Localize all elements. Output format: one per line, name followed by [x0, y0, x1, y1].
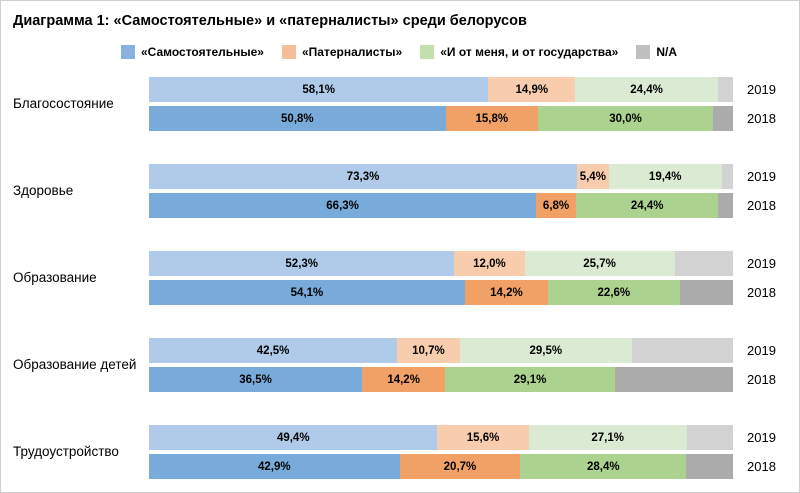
chart-title: Диаграмма 1: «Самостоятельные» и «патерн… [13, 13, 527, 29]
segment-both: 30,0% [537, 106, 714, 131]
legend-swatch-icon [120, 45, 135, 59]
stacked-bar-2019: 58,1% 14,9% 24,4% [149, 77, 733, 102]
legend-item-independent: «Самостоятельные» [120, 45, 264, 59]
segment-paternalists: 14,9% [488, 77, 576, 102]
year-label: 2019 [747, 82, 776, 97]
segment-na [713, 106, 733, 131]
segment-independent: 42,5% [149, 338, 398, 363]
segment-paternalists: 10,7% [397, 338, 460, 363]
segment-independent: 66,3% [149, 193, 537, 218]
legend-item-paternalists: «Патерналисты» [281, 45, 403, 59]
segment-both: 28,4% [520, 454, 687, 479]
stacked-bar-2019: 73,3% 5,4% 19,4% [149, 164, 733, 189]
segment-both: 29,5% [459, 338, 632, 363]
year-label: 2018 [747, 111, 776, 126]
legend-label: «Патерналисты» [301, 45, 403, 59]
legend: «Самостоятельные» «Патерналисты» «И от мен… [13, 45, 785, 59]
stacked-bar-2019: 42,5% 10,7% 29,5% [149, 338, 733, 363]
chart-group: Трудоустройство 49,4% 15,6% 27,1% 42,9% 20,7%… [13, 425, 785, 479]
segment-na [686, 454, 733, 479]
year-label: 2019 [747, 430, 776, 445]
chart-group: Образование 52,3% 12,0% 25,7% 54,1% 14,2% 22,6… [13, 251, 785, 305]
chart-groups: Благосостояние 58,1% 14,9% 24,4% 50,8% 15,8% 3… [13, 77, 785, 479]
bar-pair: 73,3% 5,4% 19,4% 66,3% 6,8% 24,4% [149, 164, 733, 218]
stacked-bar-2018: 42,9% 20,7% 28,4% [149, 454, 733, 479]
year-label: 2018 [747, 285, 776, 300]
category-label: Благосостояние [13, 95, 114, 111]
year-label: 2019 [747, 169, 776, 184]
year-label: 2018 [747, 372, 776, 387]
segment-both: 19,4% [608, 164, 722, 189]
stacked-bar-2018: 50,8% 15,8% 30,0% [149, 106, 733, 131]
segment-independent: 58,1% [149, 77, 489, 102]
segment-paternalists: 6,8% [536, 193, 576, 218]
stacked-bar-2018: 66,3% 6,8% 24,4% [149, 193, 733, 218]
segment-independent: 49,4% [149, 425, 438, 450]
segment-independent: 36,5% [149, 367, 363, 392]
stacked-bar-2018: 36,5% 14,2% 29,1% [149, 367, 733, 392]
segment-paternalists: 14,2% [464, 280, 548, 305]
legend-swatch-icon [281, 45, 296, 59]
segment-both: 25,7% [524, 251, 675, 276]
category-label: Образование детей [13, 356, 137, 372]
year-labels: 2019 2018 [733, 164, 785, 218]
legend-label: «Самостоятельные» [140, 45, 264, 59]
segment-na [679, 280, 733, 305]
segment-na [615, 367, 733, 392]
year-labels: 2019 2018 [733, 338, 785, 392]
segment-paternalists: 12,0% [454, 251, 525, 276]
year-label: 2018 [747, 198, 776, 213]
chart-group: Благосостояние 58,1% 14,9% 24,4% 50,8% 15,8% 3… [13, 77, 785, 131]
legend-item-na: N/A [636, 45, 677, 59]
segment-na [718, 193, 733, 218]
segment-independent: 54,1% [149, 280, 465, 305]
segment-na [721, 164, 733, 189]
category-label: Образование [13, 269, 97, 285]
legend-label: «И от меня, и от государства» [440, 45, 619, 59]
legend-swatch-icon [636, 45, 651, 59]
segment-paternalists: 15,6% [437, 425, 529, 450]
segment-paternalists: 14,2% [362, 367, 446, 392]
year-labels: 2019 2018 [733, 251, 785, 305]
stacked-bar-2018: 54,1% 14,2% 22,6% [149, 280, 733, 305]
segment-both: 24,4% [575, 77, 718, 102]
legend-swatch-icon [420, 45, 435, 59]
stacked-bar-2019: 49,4% 15,6% 27,1% [149, 425, 733, 450]
category-label: Здоровье [13, 182, 74, 198]
segment-na [674, 251, 733, 276]
bar-pair: 49,4% 15,6% 27,1% 42,9% 20,7% 28,4% [149, 425, 733, 479]
segment-na [631, 338, 733, 363]
stacked-bar-2019: 52,3% 12,0% 25,7% [149, 251, 733, 276]
year-label: 2019 [747, 256, 776, 271]
year-labels: 2019 2018 [733, 77, 785, 131]
bar-pair: 52,3% 12,0% 25,7% 54,1% 14,2% 22,6% [149, 251, 733, 305]
segment-both: 24,4% [575, 193, 719, 218]
segment-na [717, 77, 733, 102]
segment-independent: 52,3% [149, 251, 455, 276]
segment-both: 27,1% [528, 425, 687, 450]
segment-paternalists: 20,7% [399, 454, 521, 479]
segment-both: 22,6% [547, 280, 680, 305]
category-label: Трудоустройство [13, 443, 119, 459]
segment-independent: 73,3% [149, 164, 578, 189]
segment-paternalists: 15,8% [445, 106, 538, 131]
chart-group: Здоровье 73,3% 5,4% 19,4% 66,3% 6,8% 24,4% 2019… [13, 164, 785, 218]
legend-label: N/A [656, 45, 678, 59]
year-labels: 2019 2018 [733, 425, 785, 479]
year-label: 2019 [747, 343, 776, 358]
segment-independent: 42,9% [149, 454, 400, 479]
bar-pair: 58,1% 14,9% 24,4% 50,8% 15,8% 30,0% [149, 77, 733, 131]
segment-paternalists: 5,4% [577, 164, 609, 189]
chart-group: Образование детей 42,5% 10,7% 29,5% 36,5% 14,… [13, 338, 785, 392]
bar-pair: 42,5% 10,7% 29,5% 36,5% 14,2% 29,1% [149, 338, 733, 392]
segment-independent: 50,8% [149, 106, 446, 131]
year-label: 2018 [747, 459, 776, 474]
legend-item-both: «И от меня, и от государства» [420, 45, 618, 59]
segment-both: 29,1% [445, 367, 616, 392]
segment-na [686, 425, 733, 450]
